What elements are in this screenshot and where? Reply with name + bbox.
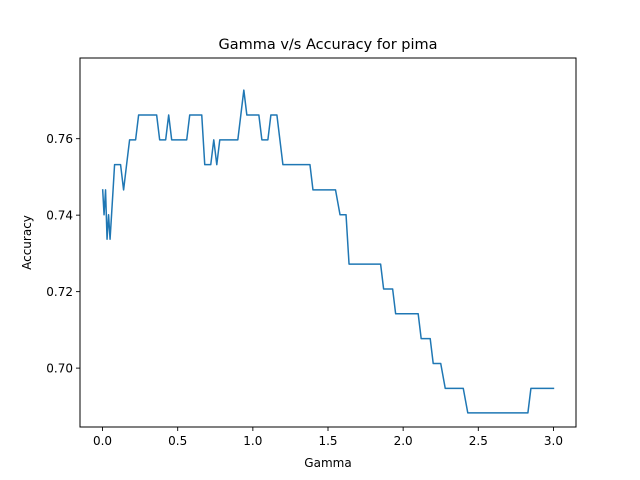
x-tick-label: 2.5 (469, 434, 488, 448)
series-line-0 (101, 89, 555, 414)
plot-area (80, 58, 576, 427)
y-tick-label: 0.76 (46, 132, 73, 146)
y-tick-label: 0.72 (46, 285, 73, 299)
x-tick-label: 0.0 (93, 434, 112, 448)
y-tick-label: 0.74 (46, 209, 73, 223)
x-axis: 0.0 0.5 1.0 1.5 2.0 2.5 3.0 (93, 427, 563, 448)
x-tick-label: 0.5 (168, 434, 187, 448)
x-tick-label: 1.5 (318, 434, 337, 448)
x-tick-label: 2.0 (394, 434, 413, 448)
series-layer (101, 89, 555, 414)
chart-title: Gamma v/s Accuracy for pima (218, 37, 437, 53)
plot-frame (79, 57, 577, 428)
y-axis: 0.70 0.72 0.74 0.76 (46, 132, 80, 376)
x-tick-label: 3.0 (544, 434, 563, 448)
x-tick-label: 1.0 (243, 434, 262, 448)
y-axis-label: Accuracy (20, 215, 34, 270)
y-tick-label: 0.70 (46, 362, 73, 376)
x-axis-label: Gamma (304, 456, 351, 470)
